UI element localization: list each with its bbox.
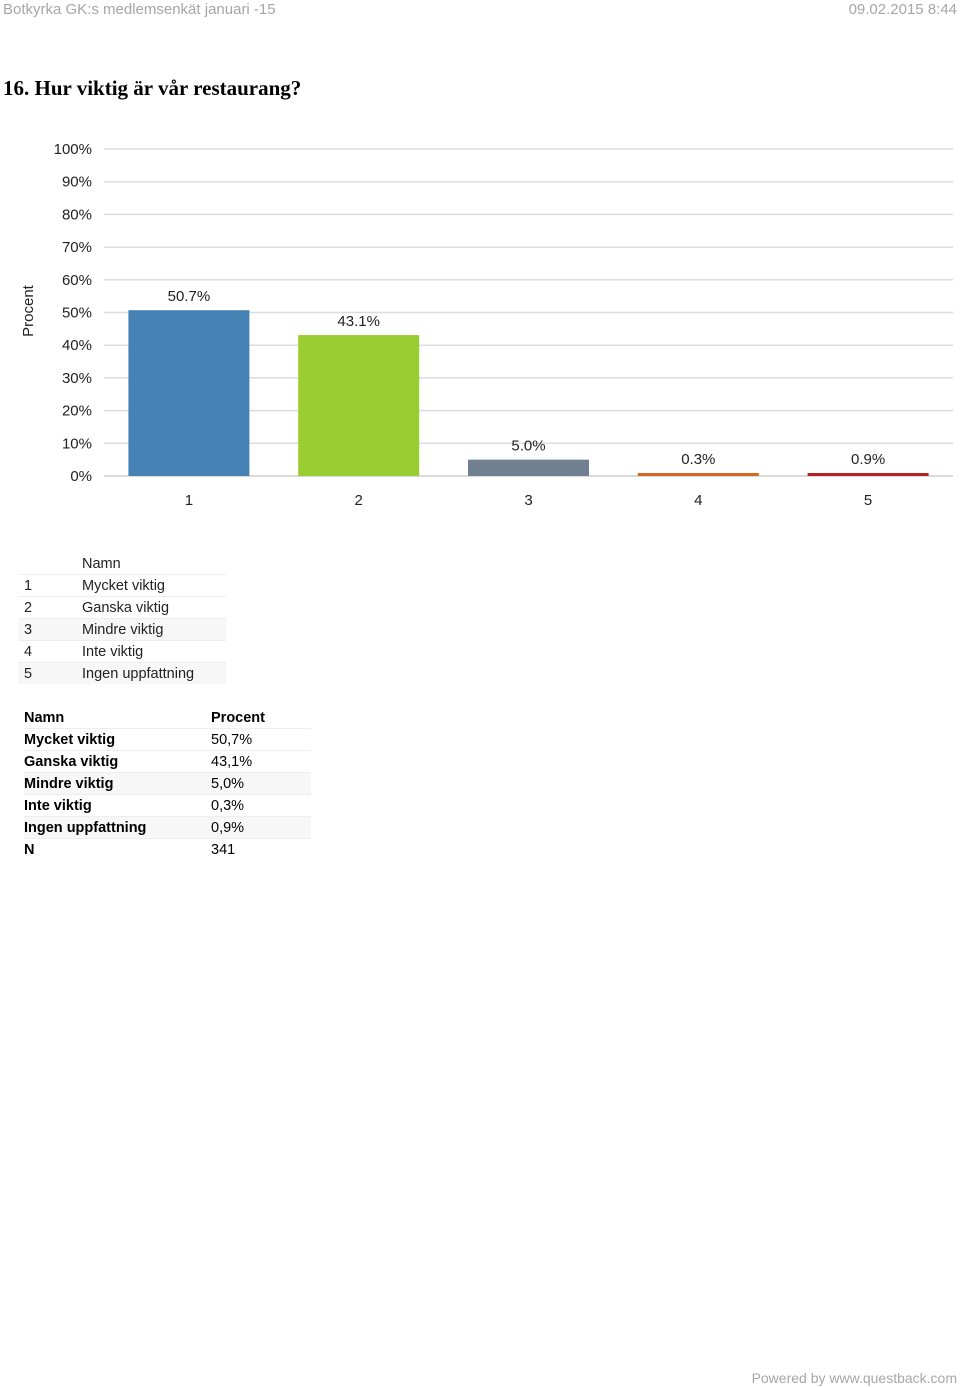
legend-row: 1 Mycket viktig (18, 574, 226, 597)
x-tick-label: 5 (864, 492, 872, 509)
results-row: N 341 (24, 838, 311, 860)
y-axis-ticks: 0% 10% 20% 30% 40% 50% 60% 70% 80% 90% 100% (54, 141, 92, 485)
results-row: Ganska viktig 43,1% (24, 750, 311, 773)
x-tick-label: 4 (694, 492, 702, 509)
legend-num: 2 (18, 596, 82, 619)
legend-row: 3 Mindre viktig (18, 618, 226, 641)
legend-header: Namn (82, 555, 121, 572)
results-name: Mycket viktig (24, 728, 211, 751)
x-axis-ticks: 1 2 3 4 5 (185, 492, 873, 509)
legend-label: Inte viktig (82, 640, 226, 663)
bar-value-label: 5.0% (511, 438, 545, 455)
results-percent: 341 (211, 838, 311, 860)
bars (128, 310, 929, 476)
results-header-percent: Procent (211, 709, 265, 726)
bar (637, 473, 759, 476)
y-tick-label: 30% (62, 370, 92, 387)
results-percent: 5,0% (211, 772, 311, 795)
y-tick-label: 80% (62, 206, 92, 223)
bar-value-label: 43.1% (337, 313, 380, 330)
data-labels: 50.7% 43.1% 5.0% 0.3% 0.9% (168, 288, 886, 468)
bar-value-label: 0.3% (681, 451, 715, 468)
x-tick-label: 1 (185, 492, 193, 509)
legend-label: Ingen uppfattning (82, 662, 226, 684)
y-tick-label: 60% (62, 272, 92, 289)
legend-num: 1 (18, 574, 82, 597)
bar-value-label: 50.7% (168, 288, 211, 305)
results-name: Ingen uppfattning (24, 816, 211, 839)
bar (298, 335, 420, 476)
y-axis-label: Procent (20, 284, 37, 337)
results-row: Mindre viktig 5,0% (24, 772, 311, 795)
results-table: Namn Procent Mycket viktig 50,7% Ganska … (24, 707, 311, 860)
y-tick-label: 50% (62, 305, 92, 322)
question-title: 16. Hur viktig är vår restaurang? (3, 76, 302, 100)
results-row: Mycket viktig 50,7% (24, 728, 311, 751)
footer-powered-by: Powered by www.questback.com (751, 1370, 957, 1386)
results-percent: 50,7% (211, 728, 311, 751)
results-name: N (24, 838, 211, 860)
y-tick-label: 10% (62, 435, 92, 452)
results-percent: 43,1% (211, 750, 311, 773)
legend-num: 3 (18, 618, 82, 641)
x-tick-label: 3 (524, 492, 532, 509)
bar-chart: 0% 10% 20% 30% 40% 50% 60% 70% 80% 90% 100% Procen… (20, 141, 953, 509)
bar (468, 459, 589, 476)
y-tick-label: 70% (62, 239, 92, 256)
bar-value-label: 0.9% (851, 451, 885, 468)
y-tick-label: 20% (62, 403, 92, 420)
y-tick-label: 90% (62, 174, 92, 191)
legend-label: Mindre viktig (82, 618, 226, 641)
bar (807, 473, 929, 476)
results-row: Ingen uppfattning 0,9% (24, 816, 311, 839)
results-percent: 0,3% (211, 794, 311, 817)
legend-row: 2 Ganska viktig (18, 596, 226, 619)
bar (128, 310, 250, 476)
legend-label: Ganska viktig (82, 596, 226, 619)
report-timestamp: 09.02.2015 8:44 (848, 1, 957, 18)
results-percent: 0,9% (211, 816, 311, 839)
results-row: Inte viktig 0,3% (24, 794, 311, 817)
legend-num: 4 (18, 640, 82, 663)
results-header-name: Namn (24, 709, 65, 726)
results-name: Inte viktig (24, 794, 211, 817)
legend-row: 5 Ingen uppfattning (18, 662, 226, 684)
y-tick-label: 100% (54, 141, 92, 158)
legend-row: 4 Inte viktig (18, 640, 226, 663)
y-tick-label: 40% (62, 337, 92, 354)
results-name: Mindre viktig (24, 772, 211, 795)
report-title: Botkyrka GK:s medlemsenkät januari -15 (3, 1, 276, 18)
y-tick-label: 0% (70, 468, 92, 485)
results-name: Ganska viktig (24, 750, 211, 773)
legend-num: 5 (18, 662, 82, 684)
x-tick-label: 2 (355, 492, 363, 509)
legend-label: Mycket viktig (82, 574, 226, 597)
category-legend-table: Namn 1 Mycket viktig 2 Ganska viktig 3 M… (18, 553, 226, 684)
